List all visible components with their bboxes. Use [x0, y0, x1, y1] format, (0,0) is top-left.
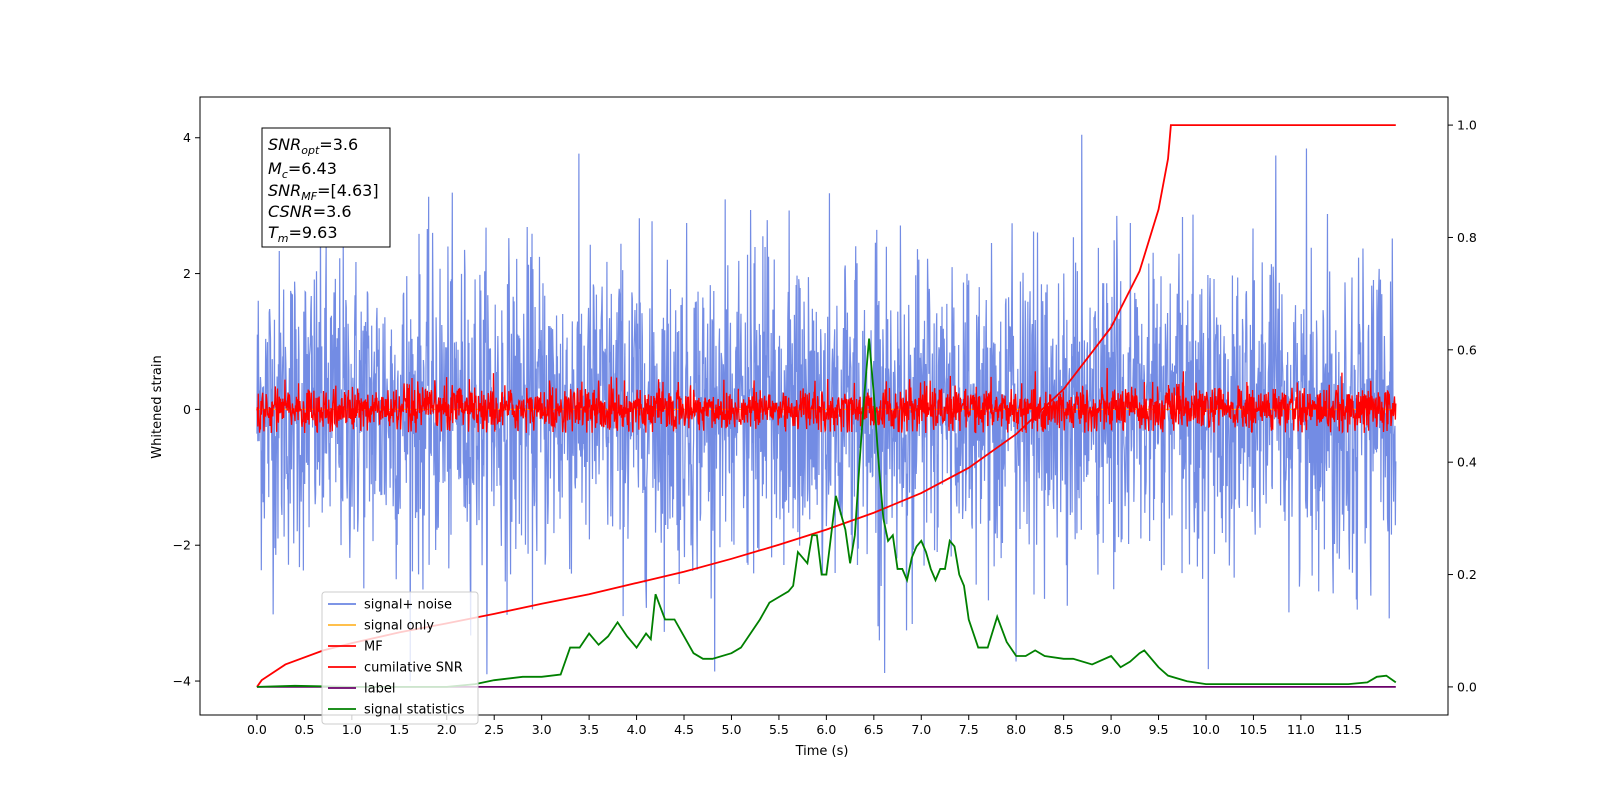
- x-axis-label: Time (s): [795, 744, 849, 759]
- x-tick-label: 7.0: [911, 722, 931, 737]
- y-tick-label: 2: [183, 266, 191, 281]
- x-tick-label: 8.5: [1054, 722, 1074, 737]
- x-tick-label: 3.0: [532, 722, 552, 737]
- x-tick-label: 3.5: [579, 722, 599, 737]
- legend-label: MF: [364, 640, 383, 655]
- x-tick-label: 0.0: [247, 722, 267, 737]
- x-tick-label: 11.5: [1334, 722, 1362, 737]
- x-tick-label: 4.0: [627, 722, 647, 737]
- x-tick-label: 1.5: [389, 722, 409, 737]
- y-tick-label: −2: [173, 538, 191, 553]
- x-tick-label: 5.5: [769, 722, 789, 737]
- legend-label: signal statistics: [364, 703, 465, 718]
- x-tick-label: 2.5: [484, 722, 504, 737]
- info-box: SNRopt=3.6 Mc=6.43 SNRMF=[4.63] CSNR=3.6…: [261, 127, 391, 248]
- y2-tick-label: 0.4: [1457, 455, 1477, 470]
- x-tick-label: 9.0: [1101, 722, 1121, 737]
- x-tick-label: 9.5: [1149, 722, 1169, 737]
- x-tick-label: 1.0: [342, 722, 362, 737]
- x-tick-label: 6.0: [816, 722, 836, 737]
- legend-label: signal only: [364, 619, 434, 634]
- y2-tick-label: 0.6: [1457, 342, 1477, 357]
- x-tick-label: 8.0: [1006, 722, 1026, 737]
- y-tick-label: 0: [183, 402, 191, 417]
- x-tick-label: 0.5: [294, 722, 314, 737]
- x-tick-label: 4.5: [674, 722, 694, 737]
- legend-frame: [321, 591, 479, 725]
- legend-label: signal+ noise: [364, 598, 452, 613]
- y-axis-label: Whitened strain: [150, 355, 165, 458]
- info-csnr: CSNR=3.6: [268, 202, 352, 221]
- x-tick-label: 7.5: [959, 722, 979, 737]
- y2-tick-label: 0.0: [1457, 679, 1477, 694]
- info-tm: Tm=9.63: [268, 223, 338, 245]
- x-tick-label: 10.0: [1192, 722, 1220, 737]
- y2-tick-label: 0.2: [1457, 567, 1477, 582]
- x-tick-label: 5.0: [722, 722, 742, 737]
- info-snr-mf: SNRMF=[4.63]: [268, 181, 379, 203]
- x-tick-label: 6.5: [864, 722, 884, 737]
- series-mf-line: [256, 368, 1397, 434]
- y2-tick-label: 1.0: [1457, 118, 1477, 133]
- legend-label: cumilative SNR: [364, 661, 463, 676]
- x-tick-label: 11.0: [1287, 722, 1315, 737]
- y-tick-label: 4: [183, 130, 191, 145]
- legend: signal+ noise signal only MF cumilative SNR…: [321, 591, 479, 725]
- info-mc: Mc=6.43: [268, 159, 337, 181]
- plot-frame: [199, 96, 1449, 716]
- info-snr-opt: SNRopt=3.6: [268, 135, 358, 157]
- x-tick-label: 2.0: [437, 722, 457, 737]
- axes-ticks: 0.0 0.5 1.0 1.5 2.0 2.5 3.0 3.5 4.0 4.5 5.0 5.5 6.0 6…: [173, 118, 1477, 737]
- series-signal-statistics-line: [256, 338, 1397, 688]
- y-tick-label: −4: [173, 674, 191, 689]
- y2-tick-label: 0.8: [1457, 230, 1477, 245]
- x-tick-label: 10.5: [1240, 722, 1268, 737]
- legend-label: label: [364, 682, 395, 697]
